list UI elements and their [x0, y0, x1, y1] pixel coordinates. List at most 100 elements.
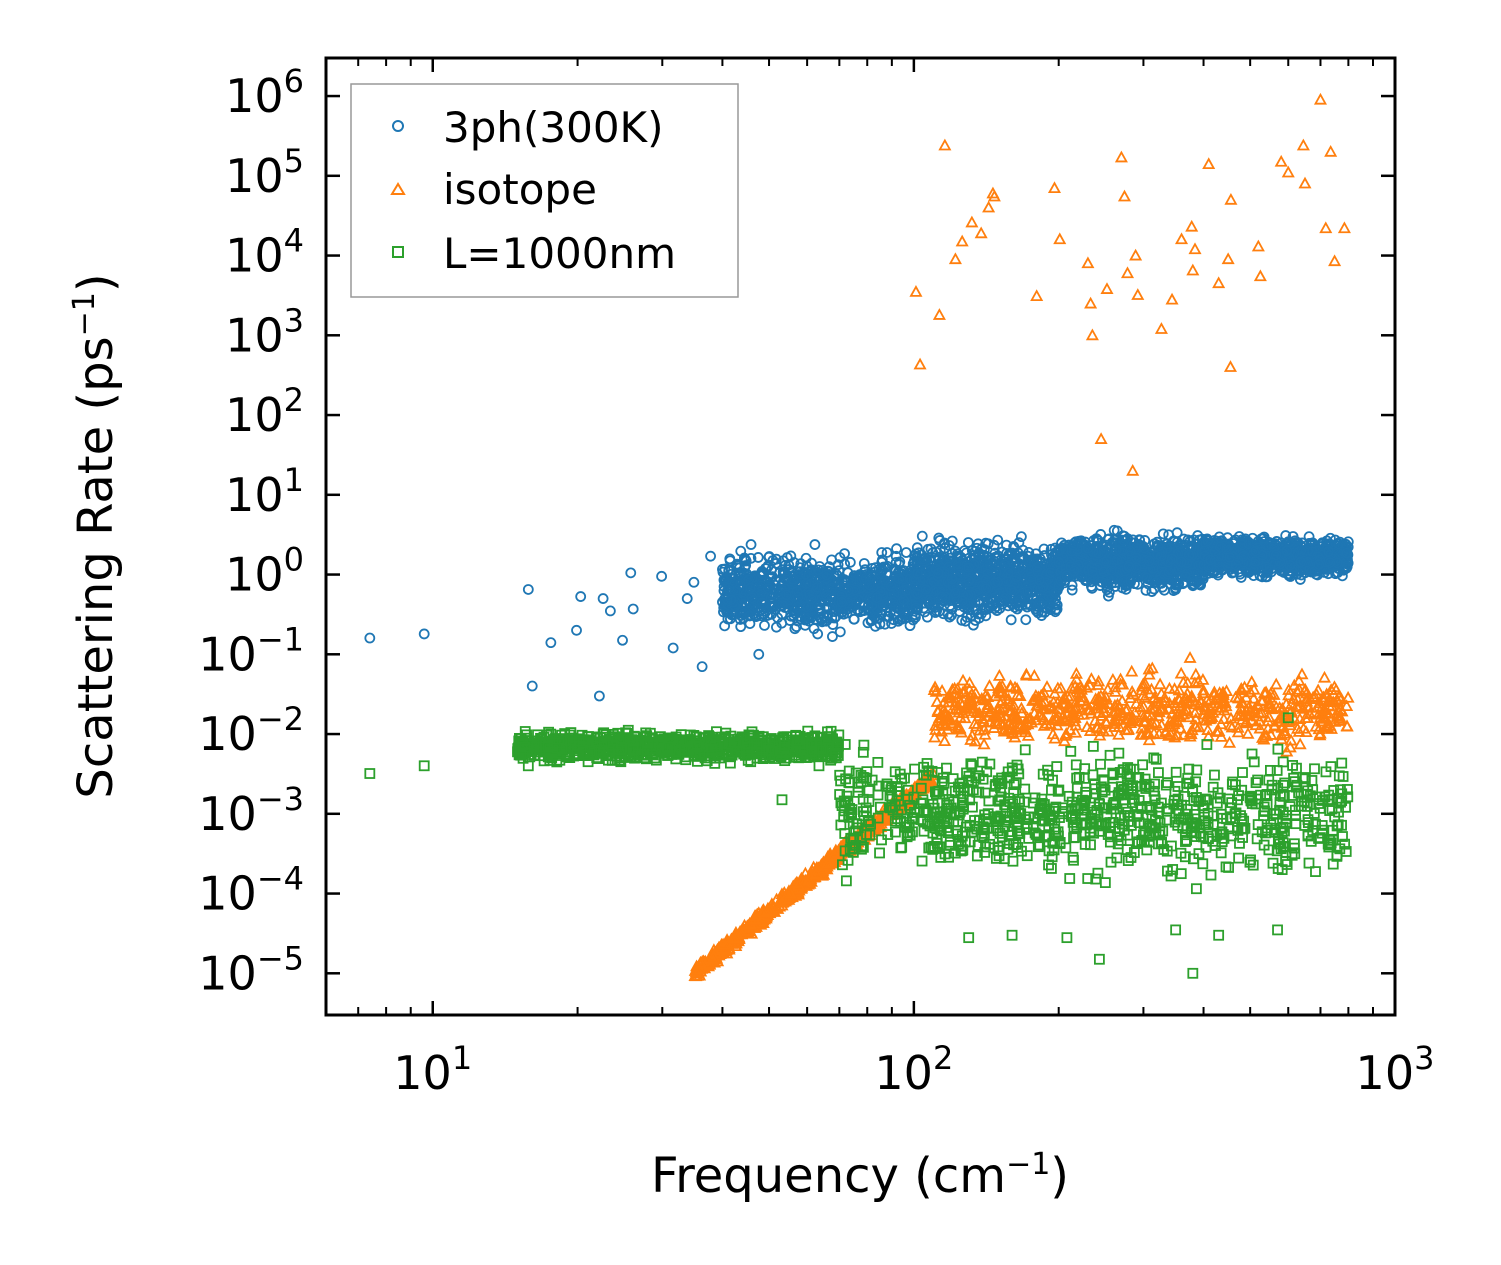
point-isotope	[1324, 144, 1338, 157]
point-isotope	[1250, 709, 1264, 722]
point-isotope	[1145, 661, 1159, 674]
point-isotope	[1081, 256, 1095, 269]
point-isotope	[1324, 722, 1338, 734]
point-isotope	[784, 886, 798, 899]
point-isotope	[935, 683, 949, 696]
point-3ph-300k-	[839, 558, 851, 570]
point-isotope	[1120, 266, 1135, 279]
point-isotope	[1059, 727, 1073, 739]
point-isotope	[1053, 232, 1067, 245]
point-l-1000nm	[1046, 863, 1057, 874]
point-isotope	[1091, 678, 1105, 690]
point-isotope	[1241, 726, 1255, 739]
point-isotope	[1090, 721, 1104, 734]
point-isotope	[1135, 683, 1149, 696]
point-l-1000nm	[724, 757, 736, 769]
point-isotope	[1153, 677, 1167, 690]
point-l-1000nm	[1087, 740, 1099, 752]
point-isotope	[1147, 726, 1161, 739]
point-l-1000nm	[990, 852, 1002, 864]
point-isotope	[768, 905, 782, 917]
point-l-1000nm	[1122, 855, 1134, 866]
point-isotope	[1189, 719, 1203, 732]
point-isotope	[1120, 702, 1134, 714]
point-l-1000nm	[739, 738, 751, 750]
point-isotope	[1002, 704, 1016, 717]
point-l-1000nm	[1326, 803, 1338, 815]
point-isotope	[777, 894, 791, 907]
point-isotope	[1108, 680, 1122, 693]
point-l-1000nm	[840, 875, 852, 887]
point-isotope	[1303, 707, 1317, 719]
point-l-1000nm	[1032, 841, 1044, 853]
point-l-1000nm	[1113, 747, 1125, 759]
point-l-1000nm	[791, 734, 803, 746]
point-isotope	[798, 866, 812, 879]
point-isotope	[1334, 692, 1348, 704]
point-isotope	[1186, 263, 1200, 276]
point-3ph-300k-	[745, 539, 757, 550]
point-isotope	[1180, 686, 1194, 699]
point-isotope	[1131, 288, 1145, 300]
point-isotope	[954, 695, 968, 708]
point-isotope	[1328, 254, 1342, 267]
point-l-1000nm	[1137, 759, 1148, 771]
point-isotope	[1337, 221, 1351, 234]
point-3ph-300k-	[759, 620, 770, 631]
point-isotope	[797, 876, 811, 888]
point-isotope	[948, 698, 962, 711]
point-isotope	[1277, 726, 1291, 739]
point-isotope	[1258, 728, 1272, 741]
point-isotope	[943, 691, 957, 704]
point-l-1000nm	[1187, 967, 1199, 979]
point-l-1000nm	[1153, 767, 1164, 779]
point-l-1000nm	[665, 732, 677, 744]
point-isotope	[706, 949, 721, 962]
point-isotope	[1214, 730, 1228, 742]
point-isotope	[875, 809, 889, 822]
point-isotope	[1100, 282, 1114, 294]
point-isotope	[716, 937, 730, 950]
point-l-1000nm	[1006, 929, 1018, 941]
point-l-1000nm	[1019, 744, 1031, 756]
point-isotope	[1094, 432, 1108, 444]
point-isotope	[979, 688, 993, 701]
point-isotope	[1005, 727, 1019, 739]
point-l-1000nm	[1061, 932, 1073, 944]
point-isotope	[945, 716, 959, 729]
point-isotope	[1010, 682, 1024, 694]
point-l-1000nm	[597, 748, 609, 759]
point-l-1000nm	[1143, 836, 1155, 848]
point-l-1000nm	[515, 749, 527, 760]
point-isotope	[1064, 701, 1078, 714]
point-isotope	[1279, 697, 1293, 710]
point-isotope	[1262, 700, 1276, 713]
point-isotope	[1154, 702, 1168, 715]
point-l-1000nm	[1065, 745, 1077, 757]
point-isotope	[1324, 683, 1338, 695]
point-isotope	[1115, 693, 1129, 706]
point-isotope	[1010, 688, 1025, 700]
point-isotope	[809, 862, 823, 875]
point-isotope	[1023, 712, 1037, 725]
point-isotope	[1047, 181, 1062, 194]
point-isotope	[1319, 221, 1333, 234]
point-isotope	[1196, 686, 1210, 699]
point-isotope	[1289, 699, 1304, 712]
point-isotope	[982, 679, 997, 691]
point-isotope	[1316, 690, 1331, 703]
point-isotope	[1293, 737, 1307, 750]
point-isotope	[1099, 716, 1113, 729]
point-l-1000nm	[1160, 779, 1172, 791]
point-l-1000nm	[626, 734, 638, 746]
point-isotope	[1292, 673, 1306, 686]
point-l-1000nm	[1336, 757, 1348, 769]
point-isotope	[1106, 672, 1120, 685]
point-isotope	[1164, 719, 1178, 732]
point-l-1000nm	[525, 741, 537, 752]
point-l-1000nm	[571, 748, 583, 760]
point-isotope	[1142, 667, 1156, 680]
point-isotope	[1247, 691, 1261, 704]
point-isotope	[1072, 708, 1086, 720]
point-l-1000nm	[776, 794, 788, 806]
